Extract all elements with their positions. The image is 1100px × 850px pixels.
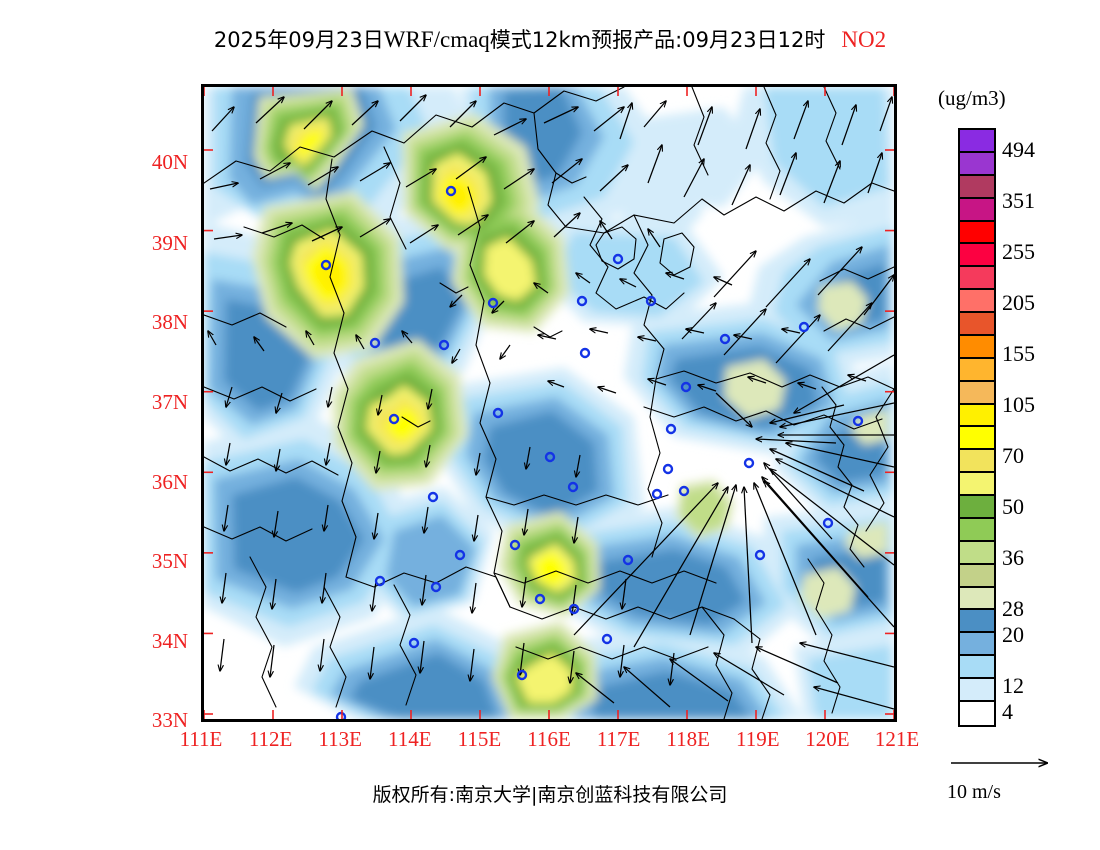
colorbar-band: [960, 633, 994, 657]
colorbar-band: [960, 701, 994, 725]
y-axis-tick-label: 39N: [151, 231, 188, 255]
colorbar-band: [960, 290, 994, 313]
colorbar-band: [960, 152, 994, 176]
colorbar-band: [960, 541, 994, 565]
x-axis-tick-label: 119E: [736, 727, 780, 751]
colorbar-band: [960, 130, 994, 153]
x-axis-tick-label: 112E: [248, 727, 293, 751]
x-axis-tick-label: 118E: [666, 727, 710, 751]
x-axis-tick-label: 117E: [596, 727, 641, 751]
city-markers: [320, 185, 864, 719]
title-valid-time: 09月23日12时: [682, 28, 826, 52]
colorbar-tick-label: 20: [1002, 622, 1024, 647]
colorbar-tick-label: 155: [1002, 341, 1035, 366]
y-axis-tick-label: 37N: [151, 390, 188, 414]
colorbar-band: [960, 221, 994, 245]
colorbar-band: [960, 427, 994, 451]
colorbar-band: [960, 335, 994, 359]
colorbar-tick-label: 50: [1002, 494, 1024, 519]
wind-scale-label: 10 m/s: [947, 781, 1001, 803]
colorbar-unit-label: (ug/m3): [938, 86, 1006, 110]
colorbar-tick-label: 12: [1002, 673, 1024, 698]
colorbar-band: [960, 496, 994, 519]
colorbar-band: [960, 244, 994, 268]
colorbar-band: [960, 587, 994, 611]
colorbar-band: [960, 679, 994, 702]
wind-arrow-icon: [951, 752, 1055, 774]
x-axis-tick-label: 121E: [874, 727, 920, 751]
y-axis-tick-label: 33N: [151, 708, 188, 732]
colorbar-tick-label: 36: [1002, 545, 1024, 570]
y-axis-tick-label: 40N: [151, 150, 188, 174]
colorbar-tick-label: 70: [1002, 443, 1024, 468]
forecast-map-plot: [201, 84, 897, 722]
colorbar-tick-label: 494: [1002, 137, 1035, 162]
colorbar-band: [960, 564, 994, 588]
title-model: WRF/cmaq: [383, 27, 490, 52]
map-canvas: [204, 87, 894, 719]
x-axis-tick-label: 116E: [527, 727, 571, 751]
colorbar-tick-label: 255: [1002, 239, 1035, 264]
x-axis-tick-label: 114E: [388, 727, 432, 751]
x-axis-tick-label: 115E: [457, 727, 502, 751]
colorbar-band: [960, 381, 994, 405]
colorbar-band: [960, 656, 994, 679]
x-axis-tick-label: 120E: [805, 727, 850, 751]
colorbar-band: [960, 473, 994, 496]
title-date-prefix: 2025年09月23日: [213, 28, 384, 52]
page-title: 2025年09月23日WRF/cmaq模式12km预报产品:09月23日12时 N…: [0, 24, 1100, 54]
colorbar-tick-label: 205: [1002, 290, 1035, 315]
colorbar-band: [960, 450, 994, 474]
colorbar-band: [960, 313, 994, 336]
colorbar-tick-label: 28: [1002, 596, 1024, 621]
colorbar-tick-label: 105: [1002, 392, 1035, 417]
y-axis-tick-label: 38N: [151, 310, 188, 334]
colorbar-tick-label: 4: [1002, 699, 1013, 724]
y-axis-tick-label: 34N: [151, 629, 188, 653]
wind-vectors: [208, 95, 894, 710]
wind-scale-key: 10 m/s: [947, 752, 1087, 804]
title-model-suffix: 模式12km预报产品:: [489, 28, 683, 52]
colorbar: [958, 128, 996, 727]
colorbar-band: [960, 175, 994, 199]
title-species: NO2: [841, 27, 887, 52]
copyright-footer: 版权所有:南京大学|南京创蓝科技有限公司: [372, 784, 728, 806]
colorbar-tick-label: 351: [1002, 188, 1035, 213]
colorbar-band: [960, 358, 994, 382]
y-axis-tick-label: 35N: [151, 549, 188, 573]
x-axis-tick-label: 113E: [318, 727, 362, 751]
colorbar-band: [960, 198, 994, 222]
colorbar-band: [960, 518, 994, 542]
colorbar-band: [960, 610, 994, 634]
y-axis-tick-label: 36N: [151, 470, 188, 494]
colorbar-band: [960, 404, 994, 428]
colorbar-band: [960, 267, 994, 291]
x-axis-tick-label: 111E: [179, 727, 223, 751]
